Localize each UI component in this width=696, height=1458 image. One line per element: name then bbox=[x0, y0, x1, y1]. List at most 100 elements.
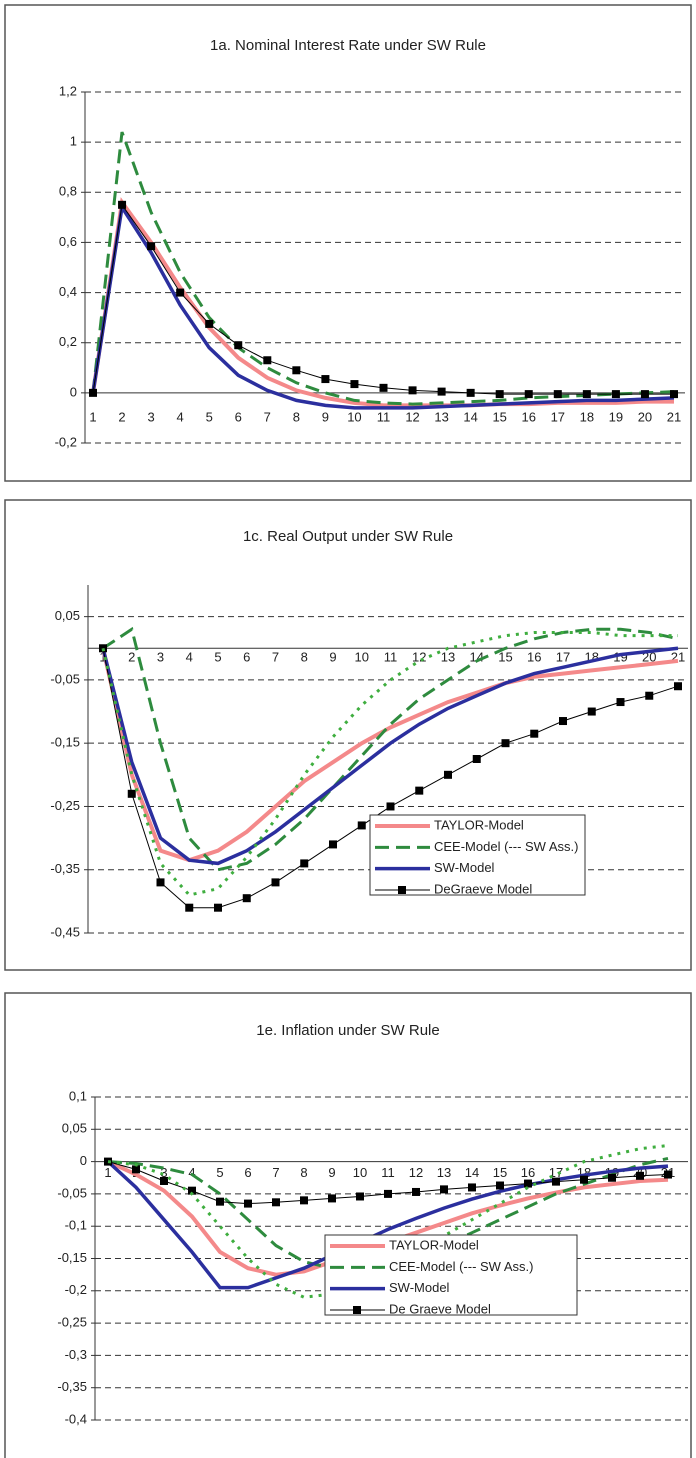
data-point bbox=[188, 1186, 196, 1195]
data-point bbox=[674, 682, 682, 691]
data-point bbox=[408, 386, 417, 395]
x-tick-label: 8 bbox=[293, 409, 300, 424]
data-point bbox=[127, 789, 136, 798]
data-point bbox=[437, 387, 446, 396]
legend-label: CEE-Model (--- SW Ass.) bbox=[434, 839, 578, 854]
series-line bbox=[101, 647, 679, 863]
y-tick-label: -0,35 bbox=[57, 1379, 87, 1394]
data-point bbox=[216, 1197, 224, 1206]
legend-label: TAYLOR-Model bbox=[434, 817, 524, 832]
x-tick-label: 4 bbox=[188, 1165, 195, 1180]
data-point bbox=[160, 1176, 168, 1185]
x-tick-label: 15 bbox=[498, 650, 512, 665]
data-point bbox=[99, 644, 107, 653]
data-point bbox=[328, 1194, 336, 1203]
data-point bbox=[559, 717, 567, 726]
data-point bbox=[300, 859, 309, 868]
data-point bbox=[205, 319, 214, 328]
x-tick-label: 15 bbox=[492, 409, 506, 424]
x-tick-label: 10 bbox=[355, 650, 369, 665]
legend-box bbox=[369, 814, 586, 896]
x-tick-label: 7 bbox=[272, 650, 279, 665]
y-tick-label: -0,1 bbox=[65, 1218, 87, 1233]
chart-title: 1e. Inflation under SW Rule bbox=[256, 1022, 439, 1039]
y-tick-label: -0,35 bbox=[50, 861, 80, 876]
data-point bbox=[271, 878, 280, 887]
legend-label: SW-Model bbox=[434, 860, 495, 875]
data-point bbox=[440, 1185, 448, 1194]
x-tick-label: 11 bbox=[377, 409, 391, 424]
data-point bbox=[234, 341, 243, 350]
legend-box bbox=[324, 1234, 578, 1316]
data-point bbox=[321, 375, 330, 384]
data-point bbox=[384, 1189, 392, 1198]
x-tick-label: 19 bbox=[609, 409, 623, 424]
data-point bbox=[466, 388, 475, 397]
legend-label: DeGraeve Model bbox=[434, 881, 532, 896]
y-tick-label: -0,3 bbox=[65, 1347, 87, 1362]
data-point bbox=[379, 383, 388, 392]
series-line bbox=[106, 1160, 669, 1290]
x-tick-label: 17 bbox=[551, 409, 565, 424]
x-tick-label: 16 bbox=[521, 1165, 535, 1180]
x-tick-label: 10 bbox=[347, 409, 361, 424]
data-point bbox=[147, 242, 156, 251]
data-point bbox=[263, 356, 272, 365]
x-tick-label: 13 bbox=[437, 1165, 451, 1180]
data-point bbox=[156, 878, 165, 887]
y-tick-label: 0 bbox=[70, 384, 77, 399]
y-tick-label: 1 bbox=[70, 134, 77, 149]
data-point bbox=[640, 390, 649, 399]
data-point bbox=[176, 288, 185, 297]
y-tick-label: 1,2 bbox=[59, 83, 77, 98]
x-tick-label: 5 bbox=[206, 409, 213, 424]
data-point bbox=[616, 698, 625, 707]
x-tick-label: 8 bbox=[300, 1165, 307, 1180]
series-line bbox=[91, 131, 675, 406]
y-tick-label: -0,45 bbox=[50, 924, 80, 939]
data-point bbox=[664, 1170, 672, 1179]
y-tick-label: -0,25 bbox=[57, 1315, 87, 1330]
x-tick-label: 7 bbox=[272, 1165, 279, 1180]
chart-title: 1c. Real Output under SW Rule bbox=[243, 528, 453, 545]
x-tick-label: 8 bbox=[301, 650, 308, 665]
data-point bbox=[118, 200, 127, 209]
series-line bbox=[91, 197, 674, 408]
x-tick-label: 14 bbox=[465, 1165, 479, 1180]
data-point bbox=[468, 1183, 476, 1192]
data-point bbox=[496, 1181, 504, 1190]
x-tick-label: 1 bbox=[89, 409, 96, 424]
x-tick-label: 9 bbox=[328, 1165, 335, 1180]
data-point bbox=[501, 739, 510, 748]
x-tick-label: 4 bbox=[177, 409, 184, 424]
data-point bbox=[356, 1192, 364, 1201]
data-point bbox=[530, 729, 539, 738]
data-point bbox=[495, 390, 504, 399]
data-point bbox=[587, 707, 596, 716]
x-tick-label: 3 bbox=[147, 409, 154, 424]
legend-label: De Graeve Model bbox=[389, 1301, 491, 1316]
y-tick-label: 0,8 bbox=[59, 184, 77, 199]
series-line bbox=[91, 202, 675, 410]
y-tick-label: -0,05 bbox=[57, 1185, 87, 1200]
data-point bbox=[329, 840, 337, 849]
data-point bbox=[611, 390, 620, 399]
legend-label: CEE-Model (--- SW Ass.) bbox=[389, 1259, 533, 1274]
x-tick-label: 14 bbox=[463, 409, 477, 424]
y-tick-label: 0,2 bbox=[59, 334, 77, 349]
series-line bbox=[107, 1156, 669, 1273]
data-point bbox=[608, 1173, 616, 1182]
y-tick-label: -0,4 bbox=[65, 1411, 87, 1426]
y-tick-label: -0,2 bbox=[55, 434, 77, 449]
x-tick-label: 12 bbox=[412, 650, 426, 665]
y-tick-label: -0,15 bbox=[50, 735, 80, 750]
y-tick-label: 0 bbox=[80, 1153, 87, 1168]
data-point bbox=[552, 1177, 560, 1186]
x-tick-label: 13 bbox=[434, 409, 448, 424]
x-tick-label: 6 bbox=[235, 409, 242, 424]
data-point bbox=[89, 388, 97, 397]
x-tick-label: 12 bbox=[405, 409, 419, 424]
panel-frame bbox=[4, 992, 692, 1458]
data-point bbox=[242, 894, 251, 903]
